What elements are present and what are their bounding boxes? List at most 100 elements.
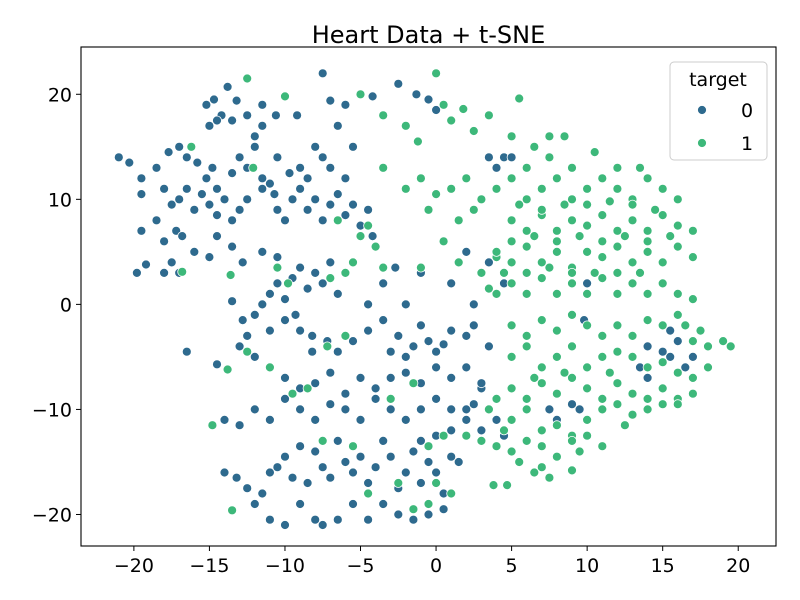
data-point-target-1: [552, 420, 562, 431]
data-point-target-0: [672, 336, 683, 347]
data-point-target-0: [348, 336, 358, 347]
data-point-target-1: [627, 351, 638, 362]
data-point-target-1: [529, 141, 540, 152]
data-point-target-0: [227, 168, 238, 179]
data-point-target-0: [204, 120, 215, 131]
data-point-target-1: [506, 414, 517, 425]
data-point-target-1: [620, 420, 630, 431]
data-point-target-1: [400, 120, 411, 131]
data-point-target-1: [476, 267, 487, 278]
data-point-target-1: [536, 462, 547, 473]
data-point-target-1: [521, 404, 532, 415]
data-point-target-0: [400, 299, 411, 310]
data-point-target-0: [264, 467, 275, 478]
data-point-target-1: [544, 472, 555, 483]
data-point-target-1: [521, 435, 532, 446]
data-point-target-1: [567, 435, 577, 446]
data-point-target-1: [657, 183, 668, 194]
data-point-target-1: [506, 131, 517, 142]
data-point-target-0: [249, 131, 260, 142]
data-point-target-1: [544, 262, 555, 273]
data-point-target-1: [552, 451, 562, 462]
data-point-target-1: [363, 220, 374, 231]
data-point-target-0: [249, 309, 260, 320]
data-point-target-1: [536, 273, 547, 284]
data-point-target-1: [567, 465, 577, 476]
data-point-target-0: [212, 359, 222, 370]
chart-title: Heart Data + t-SNE: [312, 21, 546, 49]
data-point-target-0: [325, 257, 336, 268]
data-point-target-1: [461, 430, 472, 441]
data-point-target-1: [536, 378, 547, 389]
data-point-target-0: [415, 478, 426, 488]
data-point-target-0: [367, 91, 378, 102]
data-point-target-0: [234, 152, 245, 163]
data-point-target-1: [612, 241, 623, 252]
data-point-target-1: [506, 215, 517, 226]
data-point-target-0: [212, 210, 222, 221]
data-point-target-1: [536, 257, 547, 268]
data-point-target-0: [280, 215, 290, 226]
data-point-target-0: [400, 351, 411, 362]
data-point-target-0: [438, 504, 449, 515]
data-point-target-0: [476, 425, 487, 436]
data-point-target-0: [234, 204, 245, 215]
data-point-target-1: [506, 446, 517, 457]
data-point-target-1: [400, 183, 411, 194]
data-point-target-0: [325, 399, 336, 410]
x-tick-label: −5: [347, 555, 375, 577]
data-point-target-0: [269, 189, 280, 200]
data-point-target-1: [476, 194, 487, 205]
data-point-target-0: [284, 168, 295, 179]
data-point-target-0: [408, 514, 419, 525]
x-tick-label: 0: [430, 555, 442, 577]
data-point-target-0: [446, 425, 457, 436]
data-point-target-1: [468, 126, 479, 136]
data-point-target-1: [612, 320, 623, 331]
data-point-target-1: [408, 504, 419, 515]
data-point-target-1: [574, 231, 585, 242]
data-point-target-1: [521, 225, 532, 236]
data-point-target-0: [310, 141, 321, 152]
data-point-target-1: [491, 393, 502, 404]
data-point-target-1: [552, 173, 562, 184]
data-point-target-0: [340, 173, 351, 184]
data-point-target-0: [468, 320, 479, 331]
data-point-target-1: [612, 183, 623, 194]
data-point-target-1: [688, 294, 698, 305]
data-point-target-1: [612, 378, 623, 389]
data-point-target-0: [201, 173, 212, 184]
data-point-target-0: [209, 94, 219, 105]
data-point-target-1: [536, 183, 547, 194]
data-point-target-1: [521, 393, 532, 404]
data-point-target-1: [378, 262, 389, 273]
data-point-target-0: [212, 231, 222, 242]
data-point-target-1: [378, 162, 389, 173]
data-point-target-0: [242, 110, 253, 121]
data-point-target-0: [151, 215, 162, 226]
data-point-target-1: [499, 425, 509, 436]
data-point-target-1: [582, 288, 592, 299]
data-point-target-1: [355, 89, 366, 100]
data-point-target-0: [355, 451, 366, 462]
data-point-target-0: [280, 372, 290, 383]
data-point-target-0: [468, 399, 479, 410]
data-point-target-1: [458, 104, 469, 114]
data-point-target-0: [174, 141, 185, 152]
data-point-target-1: [283, 278, 293, 289]
data-point-target-1: [657, 399, 668, 410]
y-tick-label: 20: [48, 84, 72, 106]
data-point-target-1: [688, 388, 698, 399]
data-point-target-0: [310, 446, 321, 457]
legend: target 0 1: [669, 61, 768, 161]
data-point-target-1: [552, 246, 562, 257]
data-point-target-0: [348, 199, 358, 210]
data-point-target-1: [627, 409, 638, 420]
data-point-target-1: [627, 215, 638, 226]
data-point-target-1: [544, 152, 555, 163]
data-point-target-0: [249, 351, 260, 362]
data-point-target-0: [415, 320, 426, 331]
data-point-target-0: [325, 199, 336, 210]
data-point-target-1: [703, 362, 713, 373]
data-point-target-0: [257, 246, 268, 257]
